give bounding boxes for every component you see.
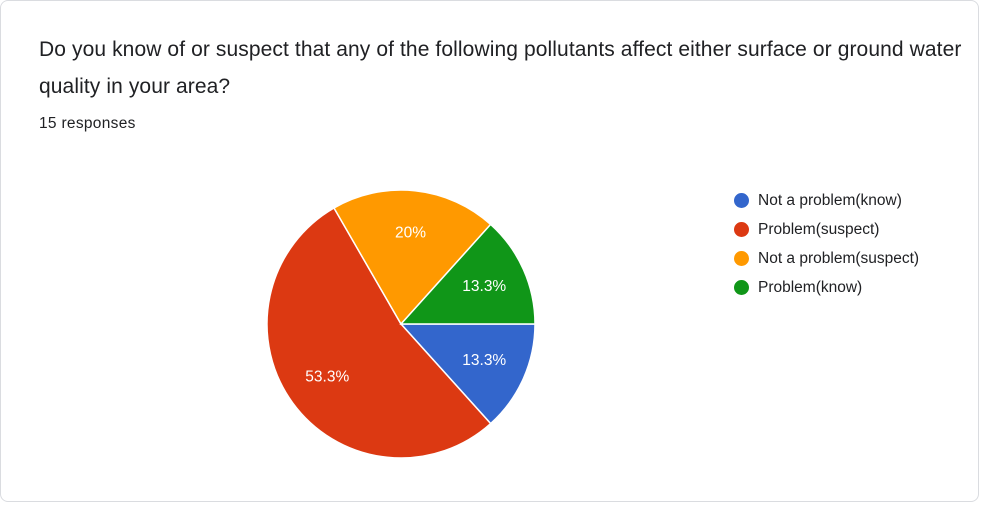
- pie-slice-percent-label: 53.3%: [305, 369, 349, 386]
- chart-legend: Not a problem(know) Problem(suspect) Not a…: [734, 186, 919, 302]
- legend-swatch-icon: [734, 222, 749, 237]
- pie-slice-percent-label: 13.3%: [462, 278, 506, 295]
- pie-slice-problem-know[interactable]: [399, 223, 536, 325]
- response-count: 15 responses: [39, 115, 136, 132]
- legend-swatch-icon: [734, 251, 749, 266]
- question-title: Do you know of or suspect that any of th…: [39, 38, 962, 98]
- legend-item[interactable]: Problem(suspect): [734, 215, 919, 244]
- legend-label: Not a problem(suspect): [758, 249, 920, 267]
- legend-label: Not a problem(know): [758, 191, 902, 209]
- pie-slice-not-a-problem-suspect[interactable]: [332, 189, 492, 326]
- legend-item[interactable]: Not a problem(suspect): [734, 244, 919, 273]
- pie-slice-percent-label: 13.3%: [462, 352, 506, 369]
- pie-slice-not-a-problem-know[interactable]: [399, 323, 536, 425]
- legend-label: Problem(suspect): [758, 220, 880, 238]
- legend-item[interactable]: Problem(know): [734, 273, 919, 302]
- legend-item[interactable]: Not a problem(know): [734, 186, 919, 215]
- pie-slice-problem-suspect[interactable]: [266, 206, 492, 459]
- legend-label: Problem(know): [758, 278, 863, 296]
- pie-slice-percent-label: 20%: [395, 224, 426, 241]
- legend-swatch-icon: [734, 280, 749, 295]
- legend-swatch-icon: [734, 193, 749, 208]
